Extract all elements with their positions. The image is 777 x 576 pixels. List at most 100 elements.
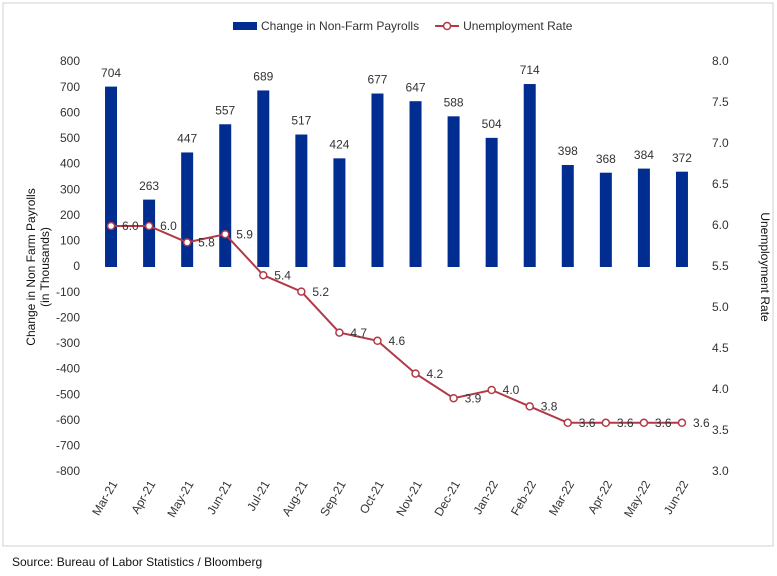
y-tick-label: -500 xyxy=(56,387,80,401)
y2-tick-label: 6.0 xyxy=(712,218,729,232)
bar-value-label: 704 xyxy=(101,66,121,80)
y2-axis-label: Unemployment Rate xyxy=(758,212,772,322)
line-value-label: 5.2 xyxy=(312,285,329,299)
y-tick-label: 500 xyxy=(60,131,80,145)
line-value-label: 3.6 xyxy=(579,416,596,430)
y2-tick-label: 7.0 xyxy=(712,136,729,150)
line-value-label: 5.4 xyxy=(274,268,291,282)
y2-tick-label: 4.5 xyxy=(712,341,729,355)
bar-value-label: 647 xyxy=(406,80,426,94)
bar xyxy=(143,199,156,267)
y2-tick-label: 3.0 xyxy=(712,464,729,478)
bar-value-label: 714 xyxy=(520,63,540,77)
line-marker xyxy=(525,402,534,411)
bar xyxy=(485,137,498,267)
y-tick-label: -100 xyxy=(56,285,80,299)
y2-tick-label: 7.5 xyxy=(712,95,729,109)
line-value-label: 3.9 xyxy=(465,391,482,405)
line xyxy=(111,225,682,424)
bar xyxy=(675,171,688,267)
bar xyxy=(333,158,346,267)
bar-value-label: 557 xyxy=(215,103,235,117)
bar-value-label: 372 xyxy=(672,151,692,165)
bar xyxy=(219,124,232,267)
y-tick-label: 0 xyxy=(73,259,80,273)
bar xyxy=(599,172,612,267)
bar-value-label: 263 xyxy=(139,179,159,193)
line-value-label: 4.7 xyxy=(350,326,367,340)
line-marker xyxy=(563,418,573,428)
bar xyxy=(295,134,308,267)
y-tick-label: 100 xyxy=(60,234,80,248)
legend-swatch xyxy=(233,22,257,30)
line-marker xyxy=(144,221,154,231)
bar xyxy=(523,84,536,267)
y2-tick-label: 5.5 xyxy=(712,259,729,273)
line-marker xyxy=(106,221,116,231)
bar-value-label: 504 xyxy=(482,117,502,131)
line-value-label: 3.8 xyxy=(541,400,558,414)
bar xyxy=(409,101,422,267)
y-tick-label: 200 xyxy=(60,208,80,222)
source-note: Source: Bureau of Labor Statistics / Blo… xyxy=(12,555,262,569)
line-marker xyxy=(297,287,306,296)
line-value-label: 3.6 xyxy=(693,416,710,430)
y2-tick-label: 5.0 xyxy=(712,300,729,314)
y-tick-label: -800 xyxy=(56,464,80,478)
line-marker xyxy=(182,238,192,247)
legend-marker xyxy=(442,21,452,31)
line-marker xyxy=(259,270,268,280)
line-marker xyxy=(373,336,382,346)
y2-tick-label: 3.5 xyxy=(712,423,729,437)
y2-tick-label: 4.0 xyxy=(712,382,729,396)
line-value-label: 6.0 xyxy=(122,219,139,233)
y-tick-label: 400 xyxy=(60,157,80,171)
bar xyxy=(105,86,118,267)
bar xyxy=(257,90,270,267)
y2-tick-label: 6.5 xyxy=(712,177,729,191)
y-tick-label: -600 xyxy=(56,413,80,427)
y2-tick-label: 8.0 xyxy=(712,54,729,68)
y-tick-label: 300 xyxy=(60,182,80,196)
y-tick-label: -300 xyxy=(56,336,80,350)
bar xyxy=(447,116,460,267)
bar-value-label: 689 xyxy=(253,70,273,84)
bar-value-label: 384 xyxy=(634,148,654,162)
line-marker xyxy=(639,418,649,428)
line-marker xyxy=(601,418,611,428)
line-value-label: 4.6 xyxy=(388,334,405,348)
legend-label: Change in Non-Farm Payrolls xyxy=(261,19,419,33)
line-value-label: 5.8 xyxy=(198,236,215,250)
bar xyxy=(561,165,574,267)
bar-value-label: 398 xyxy=(558,144,578,158)
y-tick-label: -400 xyxy=(56,362,80,376)
chart-border xyxy=(2,2,774,547)
bar-value-label: 368 xyxy=(596,152,616,166)
line-marker xyxy=(449,393,458,403)
line-value-label: 6.0 xyxy=(160,219,177,233)
bar xyxy=(181,152,194,267)
line-marker xyxy=(220,229,230,239)
line-value-label: 4.2 xyxy=(427,367,444,381)
bar-value-label: 447 xyxy=(177,132,197,146)
line-marker xyxy=(677,418,687,428)
y-tick-label: -200 xyxy=(56,310,80,324)
line-value-label: 3.6 xyxy=(655,416,672,430)
y-tick-label: -700 xyxy=(56,439,80,453)
y-axis-label: (in Thousands) xyxy=(38,227,52,307)
line-marker xyxy=(411,369,420,378)
bar-value-label: 424 xyxy=(329,138,349,152)
y-tick-label: 800 xyxy=(60,54,80,68)
bar-value-label: 588 xyxy=(444,95,464,109)
y-tick-label: 700 xyxy=(60,80,80,94)
line-value-label: 5.9 xyxy=(236,227,253,241)
bar xyxy=(637,168,650,267)
line-marker xyxy=(487,385,496,395)
y-tick-label: 600 xyxy=(60,105,80,119)
line-marker xyxy=(335,328,344,337)
bar xyxy=(371,93,384,267)
line-value-label: 3.6 xyxy=(617,416,634,430)
legend-label: Unemployment Rate xyxy=(463,19,573,33)
line-value-label: 4.0 xyxy=(503,383,520,397)
